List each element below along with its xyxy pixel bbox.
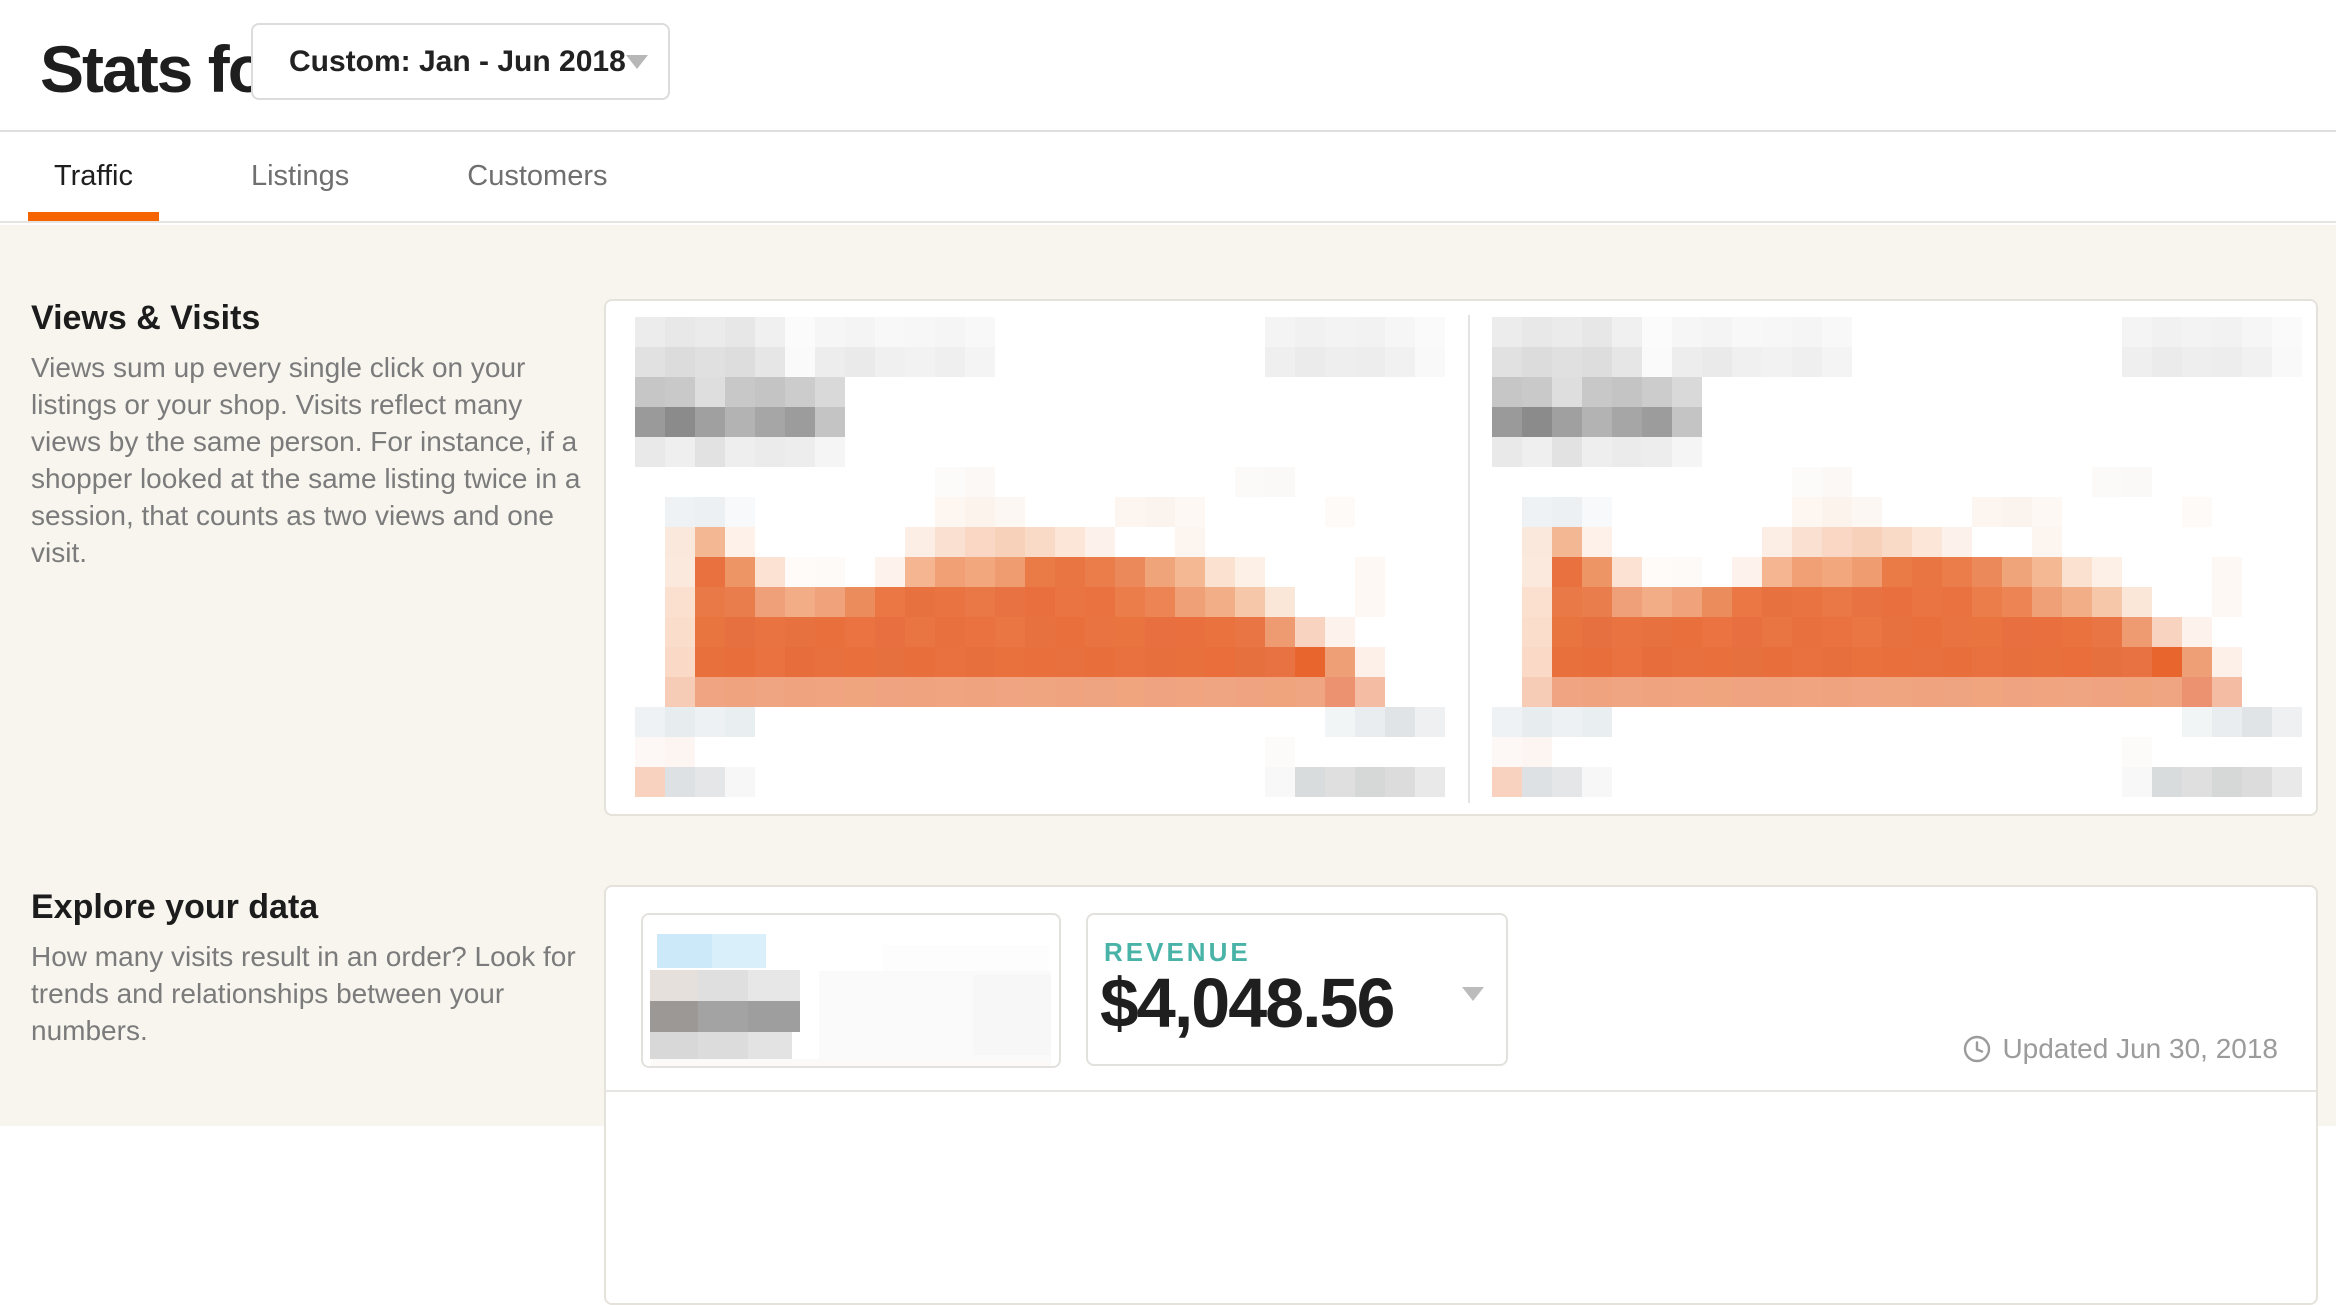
explore-card-divider: [606, 1090, 2316, 1092]
explore-heading: Explore your data: [31, 888, 319, 926]
tab-customers[interactable]: Customers: [467, 160, 608, 192]
clock-icon: [1964, 1035, 1991, 1063]
chart-panel-divider: [1468, 315, 1470, 803]
views-visits-card: [604, 299, 2318, 816]
revenue-metric-dropdown[interactable]: REVENUE $4,048.56: [1086, 913, 1508, 1066]
metric-card-blurred[interactable]: [641, 913, 1061, 1068]
updated-text: Updated Jun 30, 2018: [2002, 1033, 2278, 1064]
revenue-value: $4,048.56: [1100, 964, 1395, 1042]
views-visits-heading: Views & Visits: [31, 299, 261, 337]
explore-data-card: REVENUE $4,048.56 Updated Jun 30, 2018: [604, 885, 2318, 1305]
date-range-dropdown[interactable]: Custom: Jan - Jun 2018: [251, 23, 670, 100]
page-title: Stats for: [40, 32, 292, 106]
tab-traffic[interactable]: Traffic: [28, 132, 159, 221]
revenue-label: REVENUE: [1104, 937, 1251, 967]
blurred-views-chart: [635, 317, 1445, 797]
stats-tab-bar: Traffic Listings Customers: [0, 130, 2336, 223]
date-range-label: Custom: Jan - Jun 2018: [289, 44, 626, 78]
chevron-down-icon: [1462, 987, 1484, 1001]
chevron-down-icon: [625, 54, 648, 69]
explore-description: How many visits result in an order? Look…: [31, 941, 576, 1046]
updated-timestamp: Updated Jun 30, 2018: [1962, 1033, 2278, 1065]
blurred-visits-chart: [1492, 317, 2302, 797]
page-header: Stats for Custom: Jan - Jun 2018: [0, 0, 2336, 130]
views-visits-description: Views sum up every single click on your …: [31, 352, 581, 568]
tab-listings[interactable]: Listings: [250, 160, 350, 192]
